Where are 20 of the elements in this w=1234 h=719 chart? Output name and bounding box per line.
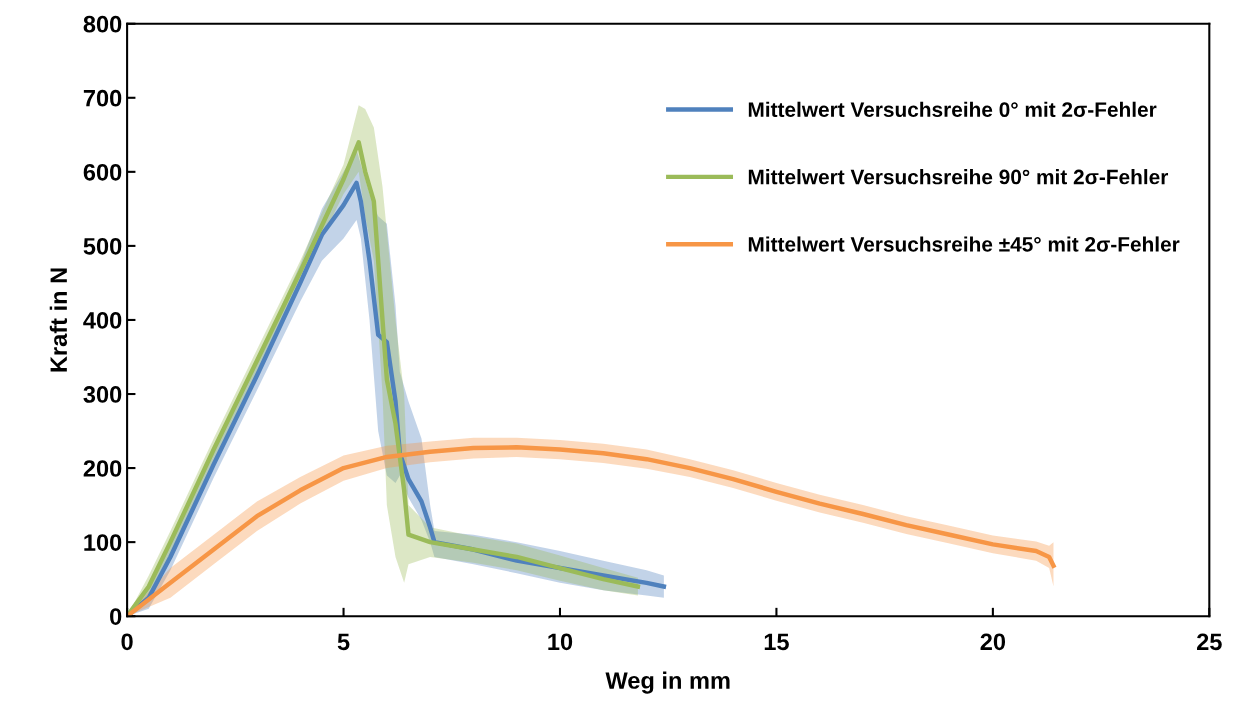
x-tick-label: 0	[121, 633, 133, 651]
y-axis-title: Kraft in N	[49, 268, 68, 372]
x-tick-label: 10	[548, 633, 573, 651]
y-tick-label: 300	[83, 386, 122, 403]
legend-label: Mittelwert Versuchsreihe 0° mit 2σ-Fehler	[748, 101, 1157, 118]
x-tick-label: 25	[1197, 633, 1222, 651]
y-tick-label: 100	[84, 534, 122, 551]
y-tick-label: 700	[83, 89, 122, 107]
x-tick-label: 5	[337, 633, 350, 651]
x-axis-title: Weg in mm	[605, 671, 730, 694]
y-tick-label: 500	[83, 237, 122, 255]
x-tick-label: 15	[764, 633, 789, 651]
y-tick-label: 0	[110, 608, 122, 625]
legend-label: Mittelwert Versuchsreihe ±45° mit 2σ-Fehler	[748, 236, 1180, 252]
y-tick-label: 400	[83, 312, 122, 329]
y-tick-label: 600	[83, 163, 122, 181]
y-tick-label: 200	[83, 460, 122, 477]
y-tick-label: 800	[83, 15, 122, 33]
x-tick-label: 20	[980, 633, 1006, 651]
legend-label: Mittelwert Versuchsreihe 90° mit 2σ-Fehler	[748, 169, 1169, 185]
